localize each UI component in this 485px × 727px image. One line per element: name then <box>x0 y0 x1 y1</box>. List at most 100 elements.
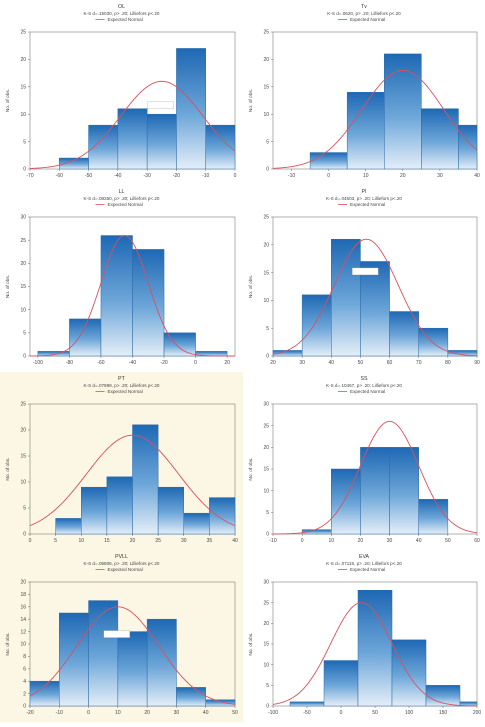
histogram-bar <box>132 424 159 535</box>
histogram-panel: PI K-S d=.04503, p> .20; Lilliefors p<.20… <box>243 185 485 372</box>
histogram-bar <box>163 332 196 357</box>
x-tick-label: 40 <box>232 538 238 544</box>
x-tick-label: 10 <box>78 538 84 544</box>
chart-title: LL <box>119 189 125 195</box>
expected-normal-curve <box>272 420 478 535</box>
y-tick-label: 30 <box>263 402 269 408</box>
x-tick-label: 60 <box>387 360 393 366</box>
legend-label: Expected Normal <box>108 567 143 572</box>
y-tick-label: 20 <box>263 243 269 249</box>
y-tick-label: 20 <box>263 57 269 63</box>
legend-label: Expected Normal <box>108 202 143 207</box>
histogram-bar <box>384 53 422 170</box>
x-tick-label: 10 <box>329 538 335 544</box>
expected-normal-curve <box>29 235 235 357</box>
y-tick-label: 20 <box>20 57 26 63</box>
x-tick-label: 70 <box>416 360 422 366</box>
y-tick-label: 25 <box>20 238 26 244</box>
y-tick-label: 10 <box>20 307 26 313</box>
histogram-bar <box>331 238 361 357</box>
legend: Expected Normal <box>95 567 143 572</box>
x-tick-label: 20 <box>130 538 136 544</box>
x-tick-label: -100 <box>268 710 278 716</box>
x-tick-label: 30 <box>387 538 393 544</box>
chart-title: PT <box>118 376 125 382</box>
histogram-bar <box>391 639 427 707</box>
histogram-bar <box>117 108 148 170</box>
chart-subtitle: K-S d=.07115, p> .20; Lilliefors p<.20 <box>326 561 402 566</box>
y-tick-label: 5 <box>23 331 26 337</box>
histogram-panel: PVLL K-S d=.05806, p> .20; Lilliefors p<.… <box>0 550 243 722</box>
chart-subtitle: K-S d=.04503, p> .20; Lilliefors p<.20 <box>326 196 402 201</box>
y-tick-label: 0 <box>266 532 269 538</box>
y-tick-label: 5 <box>266 683 269 689</box>
x-tick-label: 20 <box>400 173 406 179</box>
y-axis-label: No. of obs. <box>248 275 254 298</box>
y-tick-label: 20 <box>20 580 26 586</box>
y-tick-label: 8 <box>23 654 26 660</box>
x-tick-label: 60 <box>474 538 480 544</box>
x-tick-label: -60 <box>56 173 63 179</box>
expected-normal-curve <box>29 80 236 169</box>
x-tick-label: 30 <box>299 360 305 366</box>
y-tick-label: 25 <box>263 30 269 36</box>
histogram-bar <box>360 447 390 535</box>
x-tick-label: 80 <box>445 360 451 366</box>
histogram-bar <box>176 687 206 707</box>
x-tick-label: 10 <box>363 173 369 179</box>
x-tick-label: 20 <box>144 710 150 716</box>
x-tick-label: 35 <box>207 538 213 544</box>
x-tick-label: 20 <box>270 360 276 366</box>
histogram-bar <box>132 249 165 357</box>
y-tick-label: 15 <box>20 454 26 460</box>
histogram-bar <box>309 152 348 170</box>
y-tick-label: 0 <box>23 532 26 538</box>
y-tick-label: 5 <box>266 139 269 145</box>
histogram-panel: PT K-S d=.07999, p> .20; Lilliefors p<.20… <box>0 372 243 550</box>
legend-label: Expected Normal <box>350 202 385 207</box>
x-tick-label: 90 <box>474 360 480 366</box>
histogram-bar <box>421 108 459 170</box>
x-tick-label: -10 <box>269 538 276 544</box>
y-tick-label: 15 <box>20 284 26 290</box>
histogram-panel: SS K-S d=.10457, p> .20; Lilliefors p<.20… <box>243 372 485 550</box>
x-tick-label: 40 <box>474 173 480 179</box>
legend: Expected Normal <box>95 389 143 394</box>
histogram-bar <box>106 476 133 535</box>
chart-subtitle: K-S d=.0620, p> .20; Lilliefors p<.20 <box>327 11 401 16</box>
y-tick-label: 0 <box>266 354 269 360</box>
y-axis-label: No. of obs. <box>248 457 254 480</box>
y-tick-label: 10 <box>263 662 269 668</box>
x-tick-label: 100 <box>405 710 414 716</box>
chart-subtitle: K-S d=.10457, p> .20; Lilliefors p<.20 <box>326 383 402 388</box>
chart-title: Tv <box>361 4 367 10</box>
x-tick-label: 15 <box>104 538 110 544</box>
y-tick-label: 25 <box>263 600 269 606</box>
x-tick-label: 50 <box>232 710 238 716</box>
y-tick-label: 15 <box>263 467 269 473</box>
y-tick-label: 2 <box>23 691 26 697</box>
x-tick-label: 5 <box>54 538 57 544</box>
histogram-panel: LL K-S d=.08350, p> .20; Lilliefors p<.20… <box>0 185 243 372</box>
histogram-bar <box>183 512 210 535</box>
legend-label: Expected Normal <box>108 17 143 22</box>
expected-normal-curve <box>29 606 236 705</box>
y-tick-label: 10 <box>20 642 26 648</box>
x-tick-label: 0 <box>234 173 237 179</box>
histogram-bar <box>418 499 449 535</box>
histogram-bar <box>146 113 177 170</box>
legend: Expected Normal <box>338 389 385 394</box>
x-tick-label: -100 <box>33 360 43 366</box>
x-tick-label: -20 <box>160 360 167 366</box>
y-axis-label: No. of obs. <box>248 632 254 655</box>
x-tick-label: -40 <box>114 173 121 179</box>
chart-subtitle: K-S d=.08350, p> .20; Lilliefors p<.20 <box>84 196 160 201</box>
y-tick-label: 15 <box>20 85 26 91</box>
legend: Expected Normal <box>338 567 385 572</box>
histogram-bar <box>357 590 393 707</box>
histogram-bar <box>289 701 325 707</box>
expected-normal-curve <box>29 434 236 527</box>
y-tick-label: 10 <box>20 480 26 486</box>
y-tick-label: 4 <box>23 679 26 685</box>
